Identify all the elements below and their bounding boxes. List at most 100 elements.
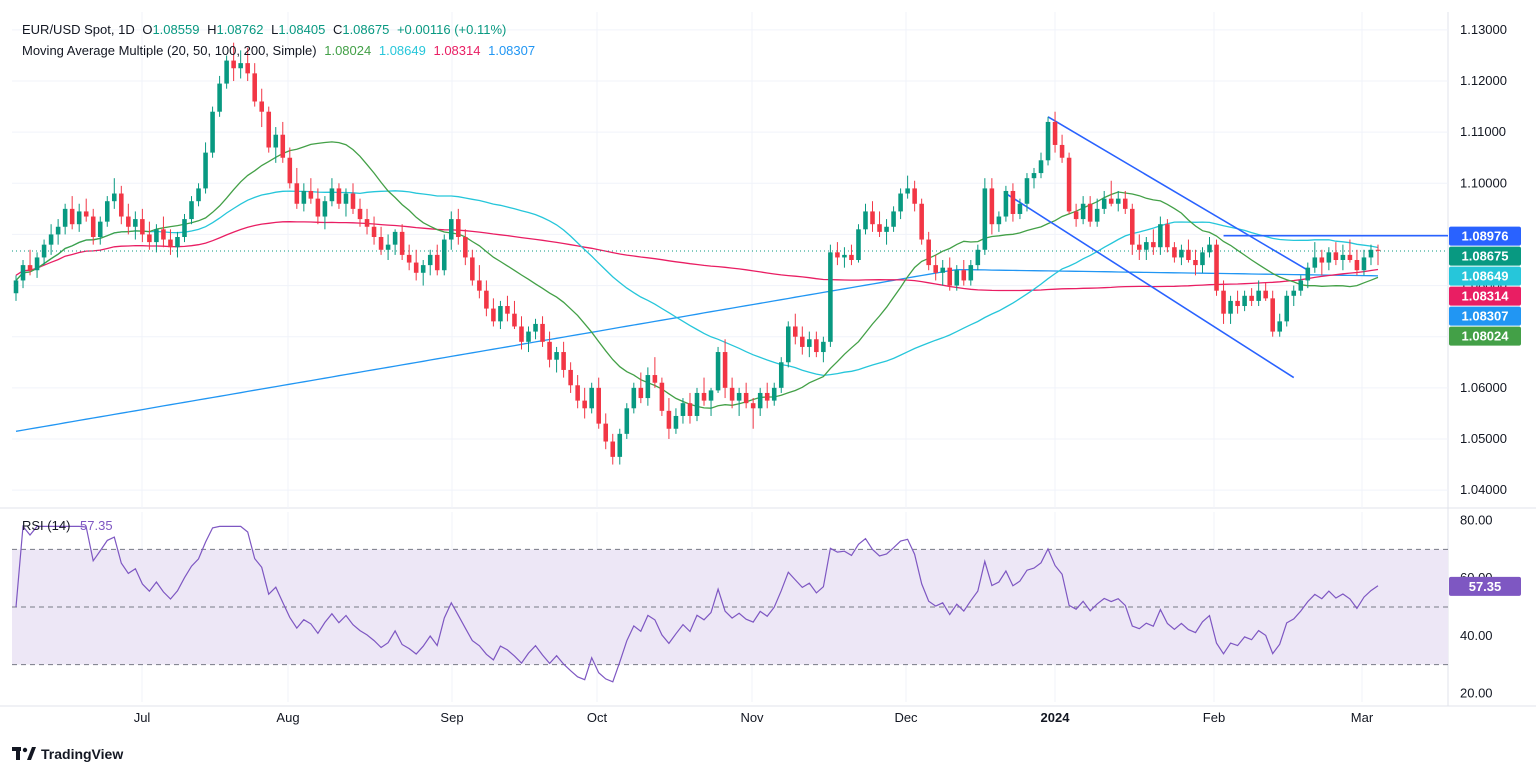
candle: [161, 216, 166, 248]
candle: [1010, 183, 1016, 222]
candle-body: [175, 236, 180, 248]
candle-body: [1256, 290, 1261, 301]
candle-body: [1101, 198, 1107, 209]
price-badge-label: 1.08024: [1462, 329, 1510, 344]
candle-body: [203, 152, 208, 189]
candle-body: [434, 254, 440, 271]
ma100-value: 1.08314: [433, 43, 481, 58]
candle-body: [771, 387, 777, 401]
candle: [1263, 283, 1268, 301]
candle-body: [954, 270, 960, 286]
candle-body: [1122, 198, 1128, 209]
price-badge-bg: [1449, 266, 1521, 286]
candle-body: [947, 267, 953, 286]
candle: [842, 247, 847, 268]
candle-body: [55, 226, 61, 235]
candle: [982, 178, 988, 255]
candle: [1333, 242, 1339, 266]
candle: [1172, 242, 1177, 263]
candle-body: [1284, 295, 1290, 322]
candle-body: [1080, 203, 1086, 220]
candle-body: [1193, 260, 1198, 266]
candle-body: [1108, 198, 1114, 204]
candle-body: [547, 341, 552, 360]
candle: [385, 234, 391, 260]
candle-body: [308, 190, 314, 199]
candle-body: [315, 198, 321, 217]
candle-body: [76, 211, 82, 225]
candle-body: [104, 201, 110, 222]
candle: [336, 183, 342, 209]
candle: [350, 183, 356, 214]
candle-body: [427, 254, 433, 266]
candle: [1144, 236, 1149, 260]
candle: [919, 198, 924, 245]
candle: [287, 147, 293, 189]
candle: [785, 321, 791, 368]
candle: [722, 339, 728, 399]
candle-body: [750, 403, 756, 409]
candle: [413, 249, 419, 281]
candle: [1200, 247, 1205, 273]
candle-body: [1038, 160, 1044, 174]
candle: [505, 295, 510, 322]
candle-body: [652, 375, 658, 383]
candle-body: [512, 313, 517, 327]
candle: [821, 336, 826, 363]
candle-body: [1319, 257, 1325, 263]
ma-title[interactable]: Moving Average Multiple (20, 50, 100, 20…: [22, 43, 317, 58]
candle: [463, 229, 468, 266]
candle-body: [526, 331, 531, 342]
candle-body: [982, 188, 988, 250]
candle: [856, 224, 861, 263]
tradingview-logo[interactable]: TradingView: [12, 746, 123, 762]
candle-body: [245, 63, 250, 74]
candle: [743, 382, 749, 409]
candle-body: [1144, 242, 1149, 250]
candle: [97, 216, 103, 245]
candle: [1158, 216, 1163, 255]
candle: [793, 313, 798, 345]
candle: [245, 47, 250, 82]
rsi-label[interactable]: RSI (14): [22, 518, 71, 533]
candle-body: [224, 60, 229, 84]
candle: [666, 398, 672, 439]
candle: [1221, 280, 1226, 324]
price-badge-label: 1.08976: [1462, 229, 1509, 244]
candle: [1207, 236, 1212, 258]
candle-body: [385, 244, 391, 250]
candle: [954, 265, 960, 291]
candle-body: [898, 193, 903, 212]
candle-body: [189, 201, 194, 220]
candle-body: [778, 362, 784, 388]
tradingview-icon: [12, 747, 36, 760]
candle: [603, 413, 609, 450]
candle: [996, 211, 1002, 232]
price-badge-bg: [1449, 246, 1521, 266]
candle-body: [1010, 190, 1016, 214]
candle: [1361, 249, 1367, 276]
candle-body: [463, 236, 468, 258]
price-badges: 1.08976 1.08675 1.08649 1.08314 1.08307 1.080…: [1449, 226, 1521, 596]
candle: [1354, 249, 1360, 276]
symbol-label[interactable]: EUR/USD Spot, 1D: [22, 22, 135, 37]
candle: [315, 188, 321, 225]
candle-body: [196, 188, 201, 202]
candle-body: [1270, 298, 1275, 332]
candle-body: [378, 236, 384, 250]
candle-body: [1094, 208, 1100, 222]
candle-body: [1066, 157, 1072, 212]
candle-body: [498, 306, 503, 322]
candle: [308, 178, 314, 204]
price-badge: 1.08675: [1449, 246, 1521, 266]
candle: [484, 280, 489, 317]
candle: [835, 242, 840, 266]
brand-name: TradingView: [41, 746, 124, 762]
candle-body: [554, 352, 559, 360]
candle: [1340, 244, 1346, 271]
time-tick-label: Mar: [1351, 710, 1374, 725]
candle-body: [1312, 257, 1318, 268]
candle: [55, 219, 61, 245]
candle-body: [1115, 198, 1121, 204]
